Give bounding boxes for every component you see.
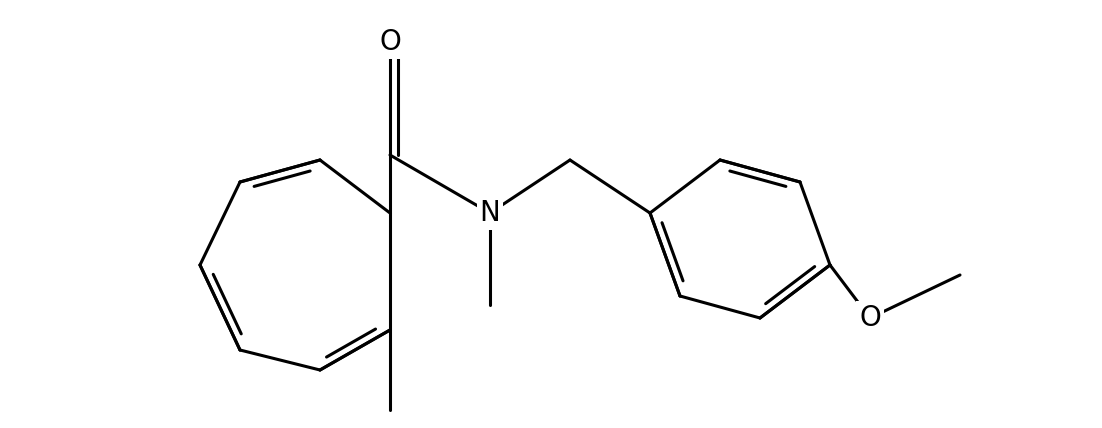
Text: O: O (379, 28, 401, 56)
Text: N: N (479, 199, 500, 227)
Text: O: O (860, 304, 880, 332)
